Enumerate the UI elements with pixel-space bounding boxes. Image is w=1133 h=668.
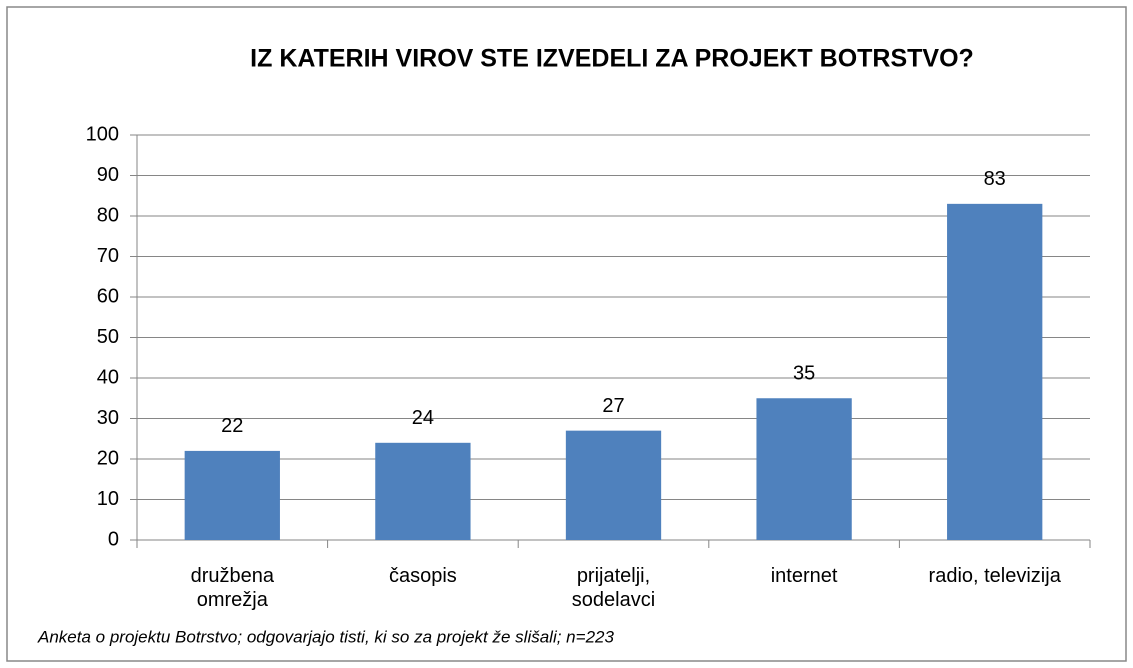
data-label: 27 xyxy=(602,395,624,417)
data-label: 35 xyxy=(793,363,815,385)
x-tick-label: radio, televizija xyxy=(928,565,1061,587)
data-label: 83 xyxy=(984,168,1006,190)
y-tick-label: 40 xyxy=(97,366,119,388)
bar xyxy=(565,430,662,540)
y-tick-label: 10 xyxy=(97,488,119,510)
y-tick-label: 70 xyxy=(97,245,119,267)
bar xyxy=(947,203,1043,540)
data-label: 22 xyxy=(221,415,243,437)
bar xyxy=(184,450,280,540)
y-tick-label: 60 xyxy=(97,285,119,307)
bar xyxy=(756,398,852,540)
y-tick-label: 0 xyxy=(108,528,119,550)
y-tick-label: 20 xyxy=(97,447,119,469)
data-label: 24 xyxy=(412,407,434,429)
chart-title: IZ KATERIH VIROV STE IZVEDELI ZA PROJEKT… xyxy=(250,45,974,73)
y-tick-label: 100 xyxy=(86,123,119,145)
y-tick-label: 90 xyxy=(97,164,119,186)
x-tick-label: internet xyxy=(770,565,838,587)
bar xyxy=(375,442,471,540)
x-tick-label: časopis xyxy=(388,565,457,587)
footnote: Anketa o projektu Botrstvo; odgovarjajo … xyxy=(37,627,614,646)
y-tick-label: 80 xyxy=(97,204,119,226)
y-tick-label: 30 xyxy=(97,407,119,429)
x-tick-label: družbena omrežja xyxy=(190,565,274,611)
chart-border xyxy=(6,6,1127,662)
y-tick-label: 50 xyxy=(97,326,119,348)
x-tick-label: prijatelji, sodelavci xyxy=(571,565,656,611)
